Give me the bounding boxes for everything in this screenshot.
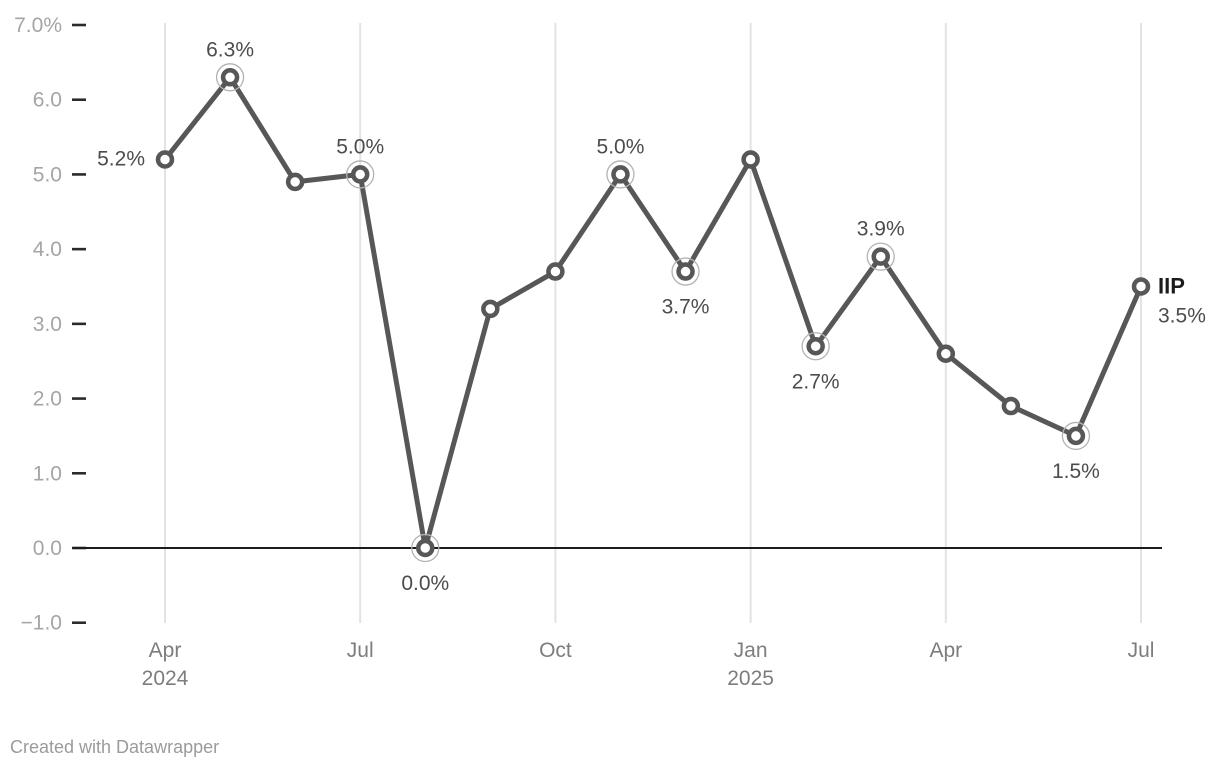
y-axis-tick-label: −1.0 xyxy=(21,612,62,635)
data-point-marker xyxy=(806,337,825,356)
point-value-label: 2.7% xyxy=(792,370,840,393)
data-point-marker xyxy=(416,538,435,558)
point-value-label: 0.0% xyxy=(401,572,449,595)
point-value-label: 1.5% xyxy=(1052,460,1100,483)
highlight-ring xyxy=(866,242,895,271)
y-axis-tick-label: 2.0 xyxy=(33,388,62,411)
point-value-label: 3.9% xyxy=(857,218,905,241)
x-axis-tick-label: Oct xyxy=(539,639,572,662)
series-end-label-value: 3.5% xyxy=(1158,305,1206,328)
datawrapper-credit: Created with Datawrapper xyxy=(10,737,220,757)
data-point-marker xyxy=(285,172,305,192)
y-axis-tick-label: 7.0% xyxy=(14,14,62,37)
data-point-marker xyxy=(546,262,565,281)
data-point-marker xyxy=(220,68,240,87)
data-point-marker xyxy=(1131,277,1151,296)
data-point-marker xyxy=(1066,426,1086,446)
y-axis-tick-label: 1.0 xyxy=(33,462,62,485)
highlight-ring xyxy=(606,160,635,189)
y-axis-tick-label: 6.0 xyxy=(33,89,62,112)
y-axis-tick-label: 5.0 xyxy=(33,163,62,186)
x-axis-tick-label: Jul xyxy=(347,639,374,662)
data-point-marker xyxy=(611,165,630,184)
highlight-ring xyxy=(411,533,440,563)
y-axis-tick-label: 4.0 xyxy=(33,238,62,261)
highlight-ring xyxy=(346,160,375,189)
point-value-label: 6.3% xyxy=(206,38,254,61)
series-line xyxy=(162,74,1144,551)
series-end-label-title: IIP xyxy=(1158,274,1185,299)
highlight-ring xyxy=(1061,421,1091,451)
point-value-label: 5.0% xyxy=(336,135,384,158)
data-point-marker xyxy=(155,150,175,169)
data-point-marker xyxy=(741,150,760,169)
data-point-marker xyxy=(1001,396,1021,416)
highlight-ring xyxy=(801,332,830,361)
x-axis-year-label: 2024 xyxy=(142,667,189,690)
x-axis-tick-label: Jul xyxy=(1128,639,1155,662)
point-value-label: 3.7% xyxy=(662,296,710,319)
point-value-label: 5.2% xyxy=(97,147,145,170)
x-axis-year-label: 2025 xyxy=(727,667,774,690)
x-axis-tick-label: Apr xyxy=(929,639,962,662)
data-point-marker xyxy=(936,344,956,363)
highlight-ring xyxy=(215,63,245,92)
data-point-marker xyxy=(871,247,890,266)
data-point-marker xyxy=(481,299,500,319)
x-axis-tick-label: Jan xyxy=(734,639,768,662)
data-point-marker xyxy=(676,262,695,281)
y-axis-tick-label: 3.0 xyxy=(33,313,62,336)
y-axis-tick-label: 0.0 xyxy=(33,537,62,560)
x-axis-tick-label: Apr xyxy=(149,639,182,662)
highlight-ring xyxy=(671,257,700,286)
data-point-marker xyxy=(350,165,370,184)
point-value-label: 5.0% xyxy=(597,135,645,158)
